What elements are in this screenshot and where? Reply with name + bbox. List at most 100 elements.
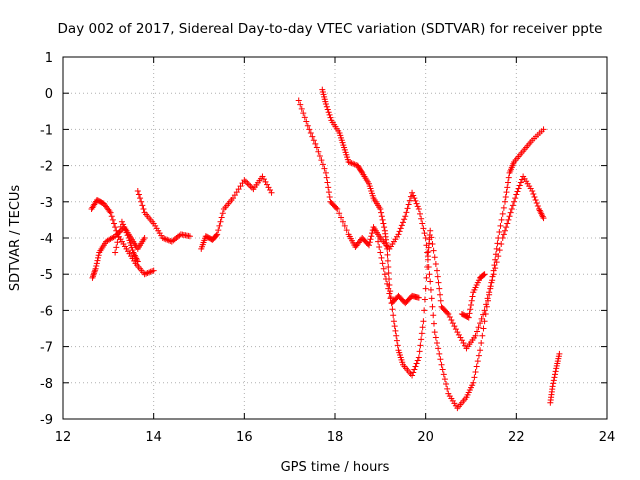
data-point-plus [412, 197, 419, 204]
data-point-plus [325, 109, 332, 116]
data-point-plus [494, 240, 501, 247]
data-point-plus [260, 176, 267, 183]
data-point-plus [468, 297, 475, 304]
series-track-3 [112, 218, 141, 265]
data-point-plus [414, 203, 421, 210]
data-point-plus [504, 184, 511, 191]
data-point-plus [303, 118, 310, 125]
data-point-plus [432, 260, 439, 267]
data-point-plus [324, 106, 331, 113]
x-axis-label: GPS time / hours [281, 460, 390, 475]
y-tick-label: -4 [40, 232, 53, 247]
data-point-plus [92, 265, 99, 272]
data-point-plus [492, 265, 499, 272]
data-point-plus [316, 152, 323, 159]
data-point-plus [122, 226, 129, 233]
data-point-plus [551, 374, 558, 381]
data-point-plus [441, 376, 448, 383]
data-point-plus [430, 320, 437, 327]
data-point-plus [378, 209, 385, 216]
data-point-plus [358, 168, 365, 175]
data-point-plus [475, 324, 482, 331]
data-point-plus [415, 206, 422, 213]
data-point-plus [435, 345, 442, 352]
data-point-plus [458, 337, 465, 344]
data-point-plus [247, 183, 254, 190]
data-point-plus [418, 215, 425, 222]
data-point-plus [446, 314, 453, 321]
data-point-plus [235, 186, 242, 193]
data-point-plus [429, 303, 436, 310]
data-point-plus [322, 169, 329, 176]
data-point-plus [406, 197, 413, 204]
data-point-plus [336, 210, 343, 217]
data-point-plus [434, 273, 441, 280]
data-point-plus [490, 271, 497, 278]
data-point-plus [418, 330, 425, 337]
data-point-plus [398, 222, 405, 229]
data-point-plus [428, 234, 435, 241]
data-point-plus [341, 222, 348, 229]
data-point-plus [385, 269, 392, 276]
data-point-plus [452, 326, 459, 333]
data-point-plus [135, 191, 142, 198]
data-point-plus [381, 224, 388, 231]
data-point-plus [379, 216, 386, 223]
series-track-10 [547, 350, 563, 406]
data-point-plus [384, 280, 391, 287]
data-point-plus [405, 201, 412, 208]
data-point-plus [89, 274, 96, 281]
data-point-plus [424, 263, 431, 270]
data-point-plus [413, 200, 420, 207]
data-point-plus [498, 216, 505, 223]
data-point-plus [218, 214, 225, 221]
data-point-plus [419, 324, 426, 331]
y-tick-label: -7 [40, 341, 53, 356]
series-track-8 [375, 238, 422, 307]
data-point-plus [540, 126, 547, 133]
data-point-plus [430, 312, 437, 319]
data-point-plus [380, 220, 387, 227]
x-tick-label: 12 [55, 430, 72, 445]
data-point-plus [422, 285, 429, 292]
data-point-plus [324, 179, 331, 186]
data-point-plus [467, 306, 474, 313]
data-point-plus [438, 361, 445, 368]
data-point-plus [134, 187, 141, 194]
data-point-plus [508, 206, 515, 213]
y-tick-label: -3 [40, 196, 53, 211]
data-point-plus [393, 332, 400, 339]
data-point-plus [513, 191, 520, 198]
x-tick-label: 24 [599, 430, 616, 445]
data-point-plus [93, 260, 100, 267]
data-point-plus [487, 283, 494, 290]
data-point-plus [93, 263, 100, 270]
data-point-plus [150, 267, 157, 274]
data-point-plus [391, 323, 398, 330]
data-point-plus [307, 130, 314, 137]
data-point-plus [483, 301, 490, 308]
data-point-plus [118, 218, 125, 225]
data-point-plus [443, 381, 450, 388]
data-point-plus [427, 278, 434, 285]
x-axis-ticks: 12 14 16 18 20 22 24 [55, 57, 616, 445]
series-track-6 [295, 97, 547, 412]
data-point-plus [506, 213, 513, 220]
data-point-plus [343, 227, 350, 234]
data-point-plus [213, 232, 220, 239]
data-point-plus [468, 301, 474, 308]
data-point-plus [397, 225, 404, 232]
data-point-plus [460, 339, 467, 346]
data-point-plus [111, 220, 117, 227]
data-point-plus [414, 357, 421, 364]
data-point-plus [516, 182, 523, 189]
data-point-plus [322, 101, 329, 108]
data-point-plus [428, 295, 435, 302]
data-point-plus [375, 238, 382, 245]
data-point-plus [400, 219, 406, 226]
data-point-plus [437, 297, 444, 304]
data-point-plus [481, 318, 488, 325]
data-point-plus [326, 193, 333, 200]
data-point-plus [94, 257, 101, 264]
